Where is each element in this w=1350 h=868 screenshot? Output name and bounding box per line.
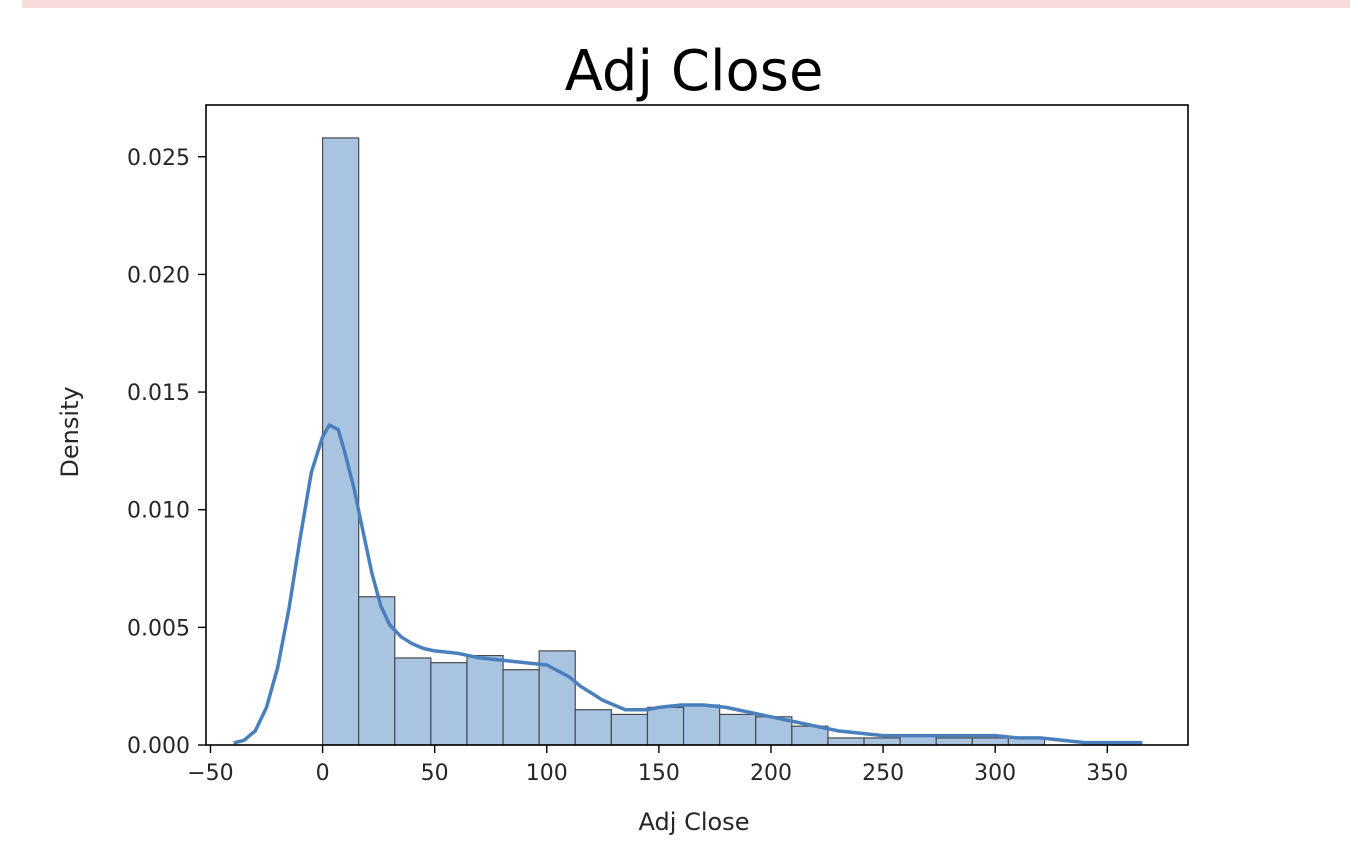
y-tick-label: 0.025 — [127, 146, 190, 171]
histogram-bar-17 — [935, 737, 973, 746]
histogram-bar-3 — [430, 662, 468, 746]
bars-layer — [321, 137, 1046, 746]
histogram-bar-9 — [646, 706, 685, 746]
plot-frame — [205, 104, 1189, 746]
y-tick-label: 0.010 — [127, 499, 190, 524]
x-tick-label: 300 — [974, 761, 1016, 786]
y-tick-label: 0.000 — [127, 734, 190, 759]
x-tick-label: 50 — [421, 761, 449, 786]
histogram-bar-5 — [502, 669, 540, 746]
y-axis-ticks: 0.000 0.005 0.010 0.015 0.020 0.025 — [127, 146, 206, 759]
histogram-bar-7 — [574, 709, 612, 746]
x-tick-label: 250 — [862, 761, 904, 786]
histogram-bar-10 — [682, 704, 721, 746]
x-tick-label: 200 — [750, 761, 792, 786]
y-tick-label: 0.015 — [127, 381, 190, 406]
kde-line — [233, 423, 1143, 745]
histogram-bar-4 — [466, 654, 504, 746]
chart-title: Adj Close — [565, 39, 824, 104]
kde-layer — [233, 423, 1143, 745]
histogram-bar-18 — [971, 737, 1010, 746]
histogram-bar-15 — [863, 737, 901, 746]
y-tick-label: 0.020 — [127, 263, 190, 288]
x-tick-label: 150 — [638, 761, 680, 786]
y-axis-title: Density — [56, 386, 84, 477]
y-tick-label: 0.005 — [127, 616, 190, 641]
histogram-bar-14 — [827, 737, 865, 746]
x-tick-label: −50 — [187, 761, 233, 786]
x-tick-label: 0 — [316, 761, 330, 786]
x-tick-label: 350 — [1086, 761, 1128, 786]
histogram-bar-11 — [719, 713, 757, 746]
histogram-bar-2 — [394, 657, 432, 746]
x-axis-ticks: −50 0 50 100 150 200 250 300 350 — [187, 745, 1128, 786]
histogram-bar-1 — [358, 596, 396, 746]
top-band — [22, 0, 1350, 8]
x-tick-label: 100 — [526, 761, 568, 786]
x-axis-title: Adj Close — [639, 808, 750, 836]
histogram-bar-8 — [610, 713, 649, 746]
